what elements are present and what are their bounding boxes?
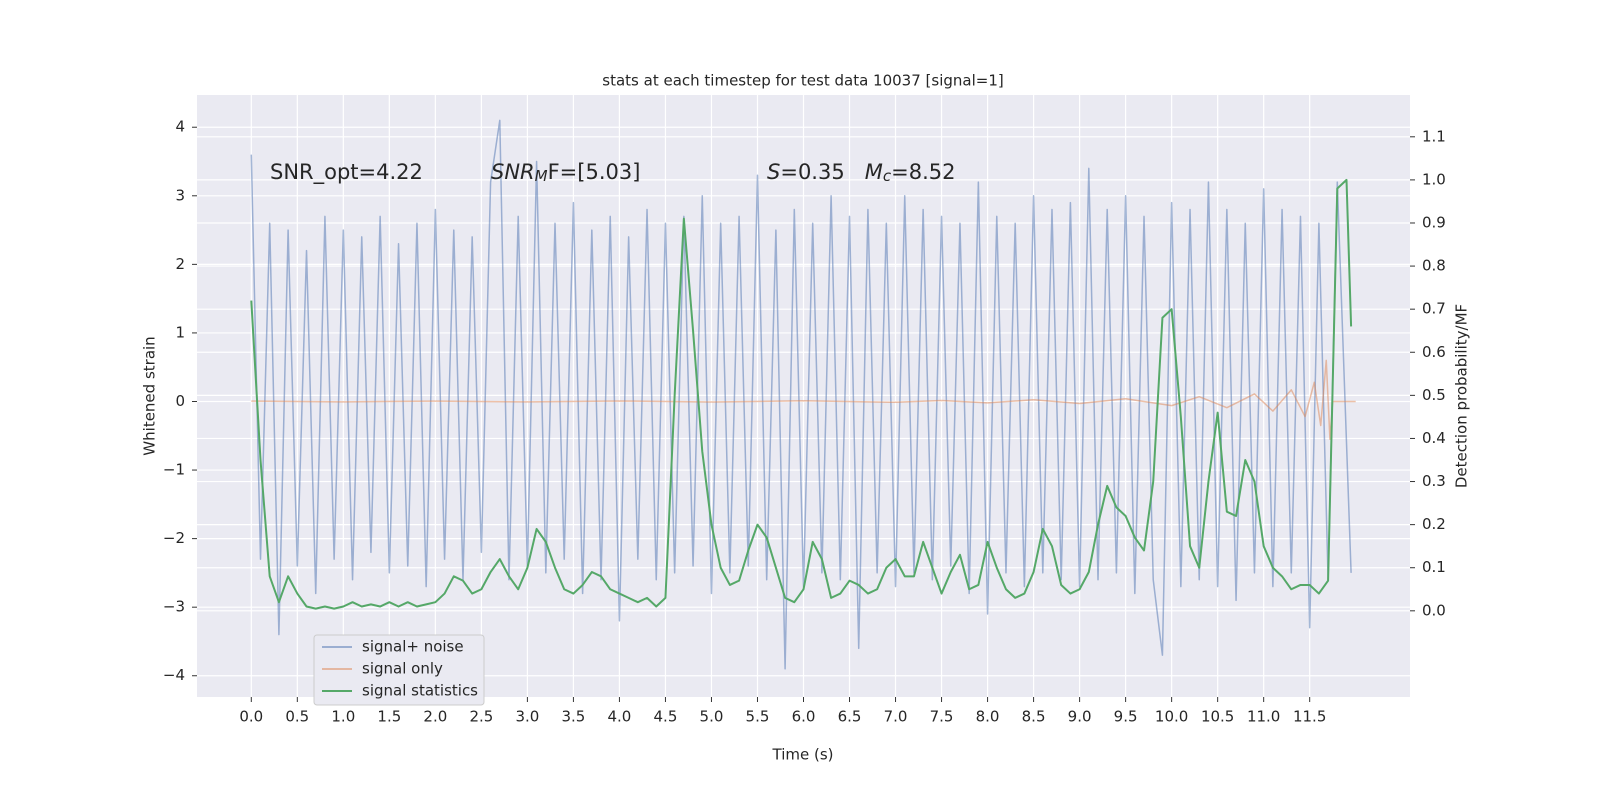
y-tick-label: −4: [163, 666, 185, 684]
y-tick-label: −2: [163, 529, 185, 547]
y2-tick-label: 0.0: [1422, 601, 1446, 619]
y-tick-label: 2: [175, 255, 185, 273]
annotation-part: SNR: [491, 160, 535, 184]
x-tick-label: 0.0: [239, 708, 263, 726]
y2-tick-label: 0.4: [1422, 429, 1446, 447]
x-tick-label: 9.0: [1068, 708, 1092, 726]
y2-tick-label: 0.8: [1422, 257, 1446, 275]
x-tick-label: 6.5: [838, 708, 862, 726]
x-tick-label: 9.5: [1114, 708, 1138, 726]
legend-box: [313, 634, 485, 706]
x-tick-label: 1.5: [377, 708, 401, 726]
y2-tick-label: 1.0: [1422, 170, 1446, 188]
grid: [197, 95, 1410, 697]
x-tick-label: 4.5: [654, 708, 678, 726]
y2-tick-label: 0.9: [1422, 213, 1446, 231]
x-tick-label: 1.0: [331, 708, 355, 726]
y-axis-title: Whitened strain: [141, 336, 159, 455]
legend-label: signal only: [362, 660, 443, 678]
annotation: SNRMF=[5.03]: [491, 160, 640, 185]
x-tick-label: 10.0: [1155, 708, 1188, 726]
y2-tick-label: 0.7: [1422, 300, 1446, 318]
y-tick-label: −3: [163, 598, 185, 616]
series-line: [250, 119, 1352, 670]
y2-tick-label: 1.1: [1422, 127, 1446, 145]
y-tick-label: 1: [175, 323, 185, 341]
x-tick-label: 10.5: [1201, 708, 1234, 726]
chart-title: stats at each timestep for test data 100…: [602, 72, 1003, 90]
y2-axis-title: Detection probability/MF: [1453, 304, 1471, 488]
x-tick-label: 4.0: [608, 708, 632, 726]
x-tick-label: 3.5: [561, 708, 585, 726]
series-line: [250, 178, 1353, 610]
y2-tick-label: 0.6: [1422, 343, 1446, 361]
annotation-part: c: [883, 167, 892, 185]
x-tick-label: 0.5: [285, 708, 309, 726]
series-line: [251, 359, 1356, 440]
x-tick-label: 6.0: [792, 708, 816, 726]
x-tick-label: 11.0: [1247, 708, 1280, 726]
annotation-part: M: [535, 167, 548, 185]
x-tick-label: 8.5: [1022, 708, 1046, 726]
annotation-part: SNR_opt=4.22: [270, 160, 423, 185]
annotation-part: S: [767, 160, 780, 184]
annotation-part: =8.52: [891, 160, 955, 184]
x-tick-label: 11.5: [1293, 708, 1326, 726]
y2-tick-label: 0.3: [1422, 472, 1446, 490]
x-tick-label: 5.0: [700, 708, 724, 726]
y2-tick-label: 0.2: [1422, 515, 1446, 533]
annotation: S=0.35 Mc=8.52: [767, 160, 955, 185]
x-tick-label: 2.5: [469, 708, 493, 726]
y2-tick-label: 0.1: [1422, 558, 1446, 576]
y-tick-label: 3: [175, 186, 185, 204]
marks: [250, 119, 1356, 670]
annotation-part: =0.35: [780, 160, 864, 184]
legend-label: signal+ noise: [362, 638, 464, 656]
x-tick-label: 8.0: [976, 708, 1000, 726]
legend-label: signal statistics: [362, 682, 478, 700]
legend: signal+ noise signal only signal statistic…: [313, 634, 485, 706]
y-tick-label: 4: [175, 118, 185, 136]
annotation: SNR_opt=4.22: [270, 160, 423, 185]
annotation-part: F=[5.03]: [548, 160, 641, 184]
x-axis-title: Time (s): [772, 746, 834, 764]
y2-tick-label: 0.5: [1422, 386, 1446, 404]
y-tick-label: −1: [163, 461, 185, 479]
x-tick-label: 3.0: [515, 708, 539, 726]
annotation-part: M: [865, 160, 883, 184]
x-tick-label: 7.0: [884, 708, 908, 726]
x-tick-label: 5.5: [746, 708, 770, 726]
x-tick-label: 7.5: [930, 708, 954, 726]
x-tick-label: 2.0: [423, 708, 447, 726]
y-tick-label: 0: [175, 392, 185, 410]
